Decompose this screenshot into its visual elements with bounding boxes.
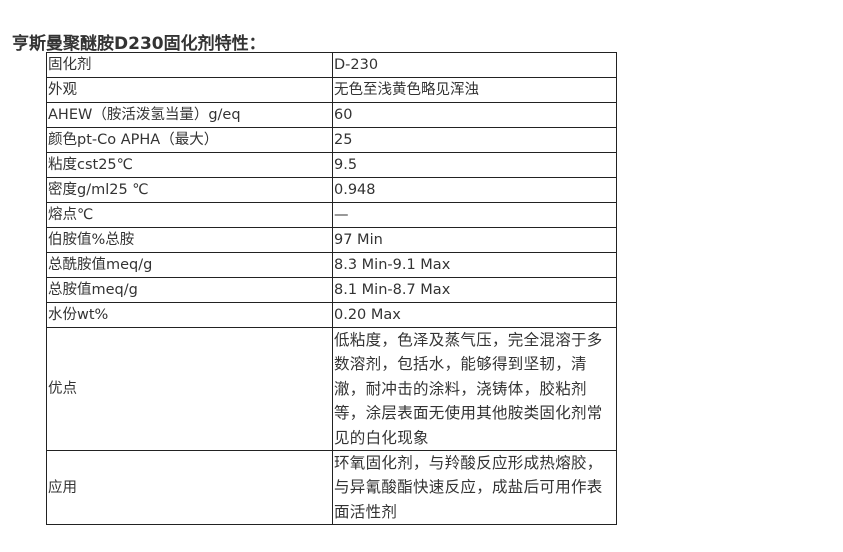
property-value: — <box>332 202 617 228</box>
property-value: 0.20 Max <box>332 302 617 328</box>
table-row: 应用 环氧固化剂，与羚酸反应形成热熔胶，与异氰酸酯快速反应，成盐后可用作表面活性剂 <box>46 450 617 526</box>
page-title: 亨斯曼聚醚胺D230固化剂特性： <box>12 34 266 54</box>
table-row: 伯胺值%总胺 97 Min <box>46 227 617 253</box>
property-value: 25 <box>332 127 617 153</box>
table-row: 颜色pt-Co APHA（最大） 25 <box>46 127 617 153</box>
property-label: 伯胺值%总胺 <box>46 227 333 253</box>
property-value: 无色至浅黄色略见浑浊 <box>332 77 617 103</box>
table-row: 水份wt% 0.20 Max <box>46 302 617 328</box>
property-value: 环氧固化剂，与羚酸反应形成热熔胶，与异氰酸酯快速反应，成盐后可用作表面活性剂 <box>332 450 617 526</box>
property-label: 外观 <box>46 77 333 103</box>
table-row: 总胺值meq/g 8.1 Min-8.7 Max <box>46 277 617 303</box>
property-label: 总酰胺值meq/g <box>46 252 333 278</box>
table-row: 优点 低粘度，色泽及蒸气压，完全混溶于多数溶剂，包括水，能够得到坚韧，清澈，耐冲击… <box>46 326 617 452</box>
properties-table: 固化剂 D-230 外观 无色至浅黄色略见浑浊 AHEW（胺活泼氢当量）g/eq 60 颜色… <box>46 52 617 526</box>
property-label: 固化剂 <box>46 52 333 78</box>
table-row: AHEW（胺活泼氢当量）g/eq 60 <box>46 102 617 128</box>
property-label: 优点 <box>46 326 333 452</box>
property-value: 低粘度，色泽及蒸气压，完全混溶于多数溶剂，包括水，能够得到坚韧，清澈，耐冲击的涂… <box>332 326 617 452</box>
table-row: 固化剂 D-230 <box>46 52 617 78</box>
property-value: 9.5 <box>332 152 617 178</box>
property-value: 0.948 <box>332 177 617 203</box>
property-label: 粘度cst25℃ <box>46 152 333 178</box>
table-row: 外观 无色至浅黄色略见浑浊 <box>46 77 617 103</box>
property-label: 应用 <box>46 450 333 526</box>
property-label: 总胺值meq/g <box>46 277 333 303</box>
table-row: 密度g/ml25 ℃ 0.948 <box>46 177 617 203</box>
property-label: 熔点℃ <box>46 202 333 228</box>
property-value: 60 <box>332 102 617 128</box>
property-value: D-230 <box>332 52 617 78</box>
property-value: 8.1 Min-8.7 Max <box>332 277 617 303</box>
property-value: 97 Min <box>332 227 617 253</box>
table-row: 熔点℃ — <box>46 202 617 228</box>
table-row: 总酰胺值meq/g 8.3 Min-9.1 Max <box>46 252 617 278</box>
property-label: AHEW（胺活泼氢当量）g/eq <box>46 102 333 128</box>
property-label: 水份wt% <box>46 302 333 328</box>
table-row: 粘度cst25℃ 9.5 <box>46 152 617 178</box>
property-value: 8.3 Min-9.1 Max <box>332 252 617 278</box>
property-label: 密度g/ml25 ℃ <box>46 177 333 203</box>
property-label: 颜色pt-Co APHA（最大） <box>46 127 333 153</box>
